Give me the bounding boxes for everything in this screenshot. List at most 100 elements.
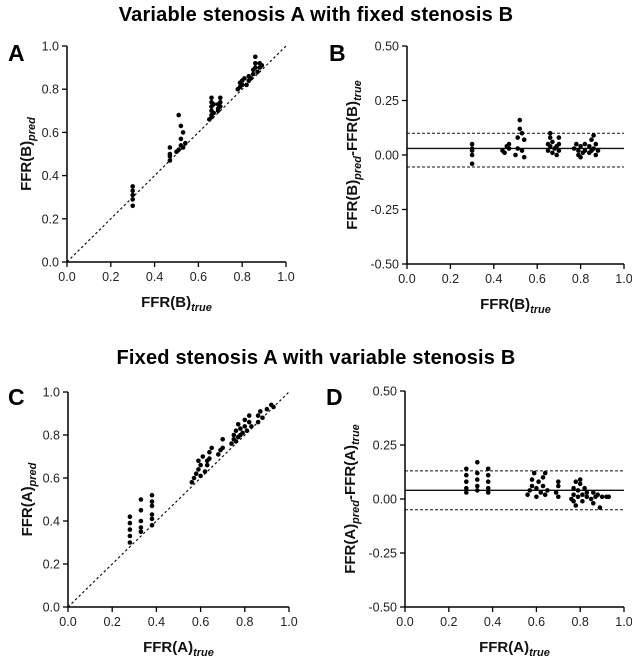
data-point — [574, 141, 579, 147]
data-point — [593, 141, 599, 147]
data-point — [538, 490, 544, 495]
data-point — [593, 152, 599, 158]
data-point — [464, 490, 469, 495]
data-point — [576, 148, 581, 153]
data-point — [534, 485, 539, 491]
y-tick-label: -0.25 — [369, 547, 398, 561]
data-point — [149, 492, 155, 498]
data-point — [127, 520, 133, 526]
y-tick-label: 0.4 — [43, 515, 60, 529]
data-point — [595, 148, 601, 153]
x-axis-label: FFR(B)true — [141, 294, 212, 314]
data-point — [149, 503, 155, 509]
data-point — [513, 152, 518, 158]
x-tick-label: 0.8 — [572, 615, 589, 629]
x-tick-label: 0.6 — [528, 615, 545, 629]
data-point — [149, 512, 155, 517]
data-point — [189, 480, 195, 485]
data-point — [529, 477, 535, 482]
x-tick-label: 0.4 — [146, 270, 163, 284]
data-point — [233, 428, 239, 434]
data-point — [218, 99, 223, 105]
data-point — [255, 419, 261, 425]
data-point — [464, 485, 469, 491]
data-point — [127, 527, 133, 532]
x-tick-label: 0.0 — [396, 615, 413, 629]
data-point — [554, 152, 559, 158]
identity-line — [67, 391, 290, 608]
data-point — [464, 479, 469, 485]
data-point — [239, 82, 245, 88]
x-tick-label: 0.2 — [442, 272, 459, 286]
x-axis-label: FFR(A)true — [479, 639, 550, 659]
data-point — [231, 432, 237, 438]
data-point — [242, 417, 248, 423]
data-point — [127, 514, 133, 519]
data-point — [242, 76, 247, 81]
data-point — [255, 413, 261, 418]
data-point — [238, 426, 243, 431]
data-point — [506, 146, 512, 151]
x-tick-label: 0.6 — [190, 270, 207, 284]
data-point — [485, 466, 491, 472]
data-point — [547, 130, 553, 136]
data-point — [130, 203, 135, 209]
data-point — [540, 475, 546, 480]
x-axis-label: FFR(B)true — [480, 296, 551, 316]
data-point — [220, 437, 225, 442]
data-point — [191, 475, 197, 481]
data-point — [573, 503, 579, 508]
x-tick-label: 0.8 — [236, 615, 253, 629]
data-point — [525, 492, 530, 498]
data-point — [130, 192, 135, 198]
data-point — [248, 76, 254, 81]
data-point — [244, 428, 250, 434]
data-point — [580, 498, 585, 504]
data-point — [591, 490, 596, 495]
data-point — [515, 146, 520, 151]
data-point — [575, 494, 581, 500]
data-point — [469, 152, 475, 158]
data-point — [149, 499, 155, 504]
data-point — [218, 104, 223, 109]
data-point — [580, 492, 585, 498]
y-tick-label: 0.4 — [42, 169, 59, 183]
data-point — [193, 471, 199, 477]
data-point — [464, 466, 469, 472]
x-tick-label: 0.8 — [572, 272, 589, 286]
data-point — [469, 146, 475, 151]
data-point — [138, 525, 144, 530]
data-point — [469, 141, 475, 147]
data-point — [130, 197, 135, 202]
data-point — [556, 141, 562, 147]
y-tick-label: 0.50 — [373, 385, 397, 399]
x-tick-label: 0.0 — [58, 270, 75, 284]
data-point — [502, 150, 507, 156]
y-axis-label: FFR(B)pred-FFR(B)true — [344, 80, 364, 230]
data-point — [582, 485, 587, 491]
panel-letter: A — [8, 40, 25, 66]
data-point — [571, 146, 577, 151]
y-tick-label: 0.8 — [42, 83, 59, 97]
y-tick-label: 0.00 — [375, 149, 399, 163]
x-tick-label: 0.4 — [148, 615, 165, 629]
data-point — [259, 63, 265, 68]
data-point — [216, 452, 221, 457]
x-tick-label: 0.2 — [102, 270, 119, 284]
data-point — [573, 479, 579, 485]
data-point — [196, 467, 201, 472]
data-point — [240, 430, 245, 436]
data-point — [556, 494, 561, 500]
data-point — [235, 422, 241, 427]
data-point — [264, 406, 270, 412]
data-point — [582, 141, 588, 147]
data-point — [202, 469, 208, 474]
data-point — [606, 494, 611, 500]
data-point — [167, 158, 173, 163]
bottom-section-title: Fixed stenosis A with variable stenosis … — [116, 347, 516, 369]
data-point — [588, 496, 594, 502]
x-tick-label: 0.4 — [485, 272, 502, 286]
data-point — [149, 516, 155, 522]
data-point — [220, 445, 225, 451]
